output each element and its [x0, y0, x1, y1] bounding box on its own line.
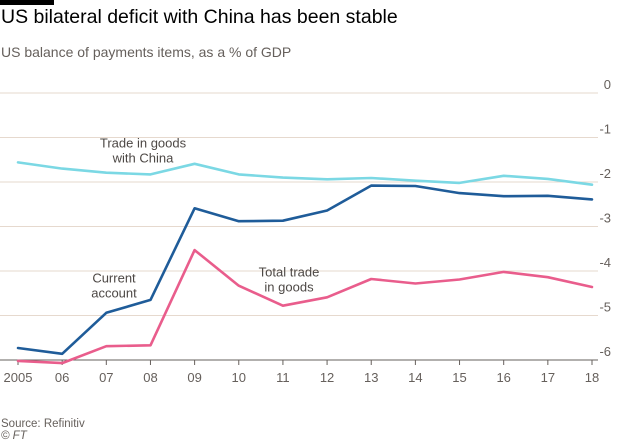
x-tick-label: 16 [496, 370, 510, 385]
brand-bar [0, 0, 54, 5]
series-lines [16, 161, 594, 365]
credit-note: © FT [1, 430, 27, 442]
x-tick-label: 15 [452, 370, 466, 385]
series-line-2 [16, 248, 594, 365]
x-tick-label: 10 [232, 370, 246, 385]
y-axis-ticks: 0 -1 -2 -3 -4 -5 -6 [599, 77, 611, 359]
x-tick-label: 07 [99, 370, 113, 385]
x-tick-label: 09 [187, 370, 201, 385]
y-tick-label: -5 [599, 300, 611, 315]
x-tick-label: 06 [55, 370, 69, 385]
grid-lines [0, 92, 598, 361]
y-tick-label: -2 [599, 166, 611, 181]
x-tick-label: 08 [143, 370, 157, 385]
series-labels: Trade in goods with China Current account To… [91, 136, 319, 301]
y-tick-label: -6 [599, 344, 611, 359]
x-tick-label: 12 [320, 370, 334, 385]
x-axis-ticks: 2005 06 07 08 09 10 11 12 13 14 15 16 17 18 [4, 360, 599, 385]
x-tick-label: 2005 [4, 370, 33, 385]
source-note: Source: Refinitiv [1, 418, 85, 430]
y-tick-label: -3 [599, 211, 611, 226]
chart-title: US bilateral deficit with China has been… [1, 6, 398, 28]
series-line-1 [16, 184, 594, 356]
x-tick-label: 17 [541, 370, 555, 385]
chart-subtitle: US balance of payments items, as a % of … [1, 44, 292, 60]
y-tick-label: -1 [599, 122, 611, 137]
x-tick-label: 14 [408, 370, 422, 385]
y-tick-label: 0 [604, 77, 611, 92]
x-tick-label: 18 [585, 370, 599, 385]
x-tick-label: 11 [276, 370, 290, 385]
x-tick-label: 13 [364, 370, 378, 385]
series-label-2: Total trade in goods [259, 265, 320, 295]
y-tick-label: -4 [599, 255, 611, 270]
series-line-0 [16, 161, 594, 186]
series-label-1: Current account [91, 271, 137, 301]
series-label-0: Trade in goods with China [100, 136, 187, 166]
